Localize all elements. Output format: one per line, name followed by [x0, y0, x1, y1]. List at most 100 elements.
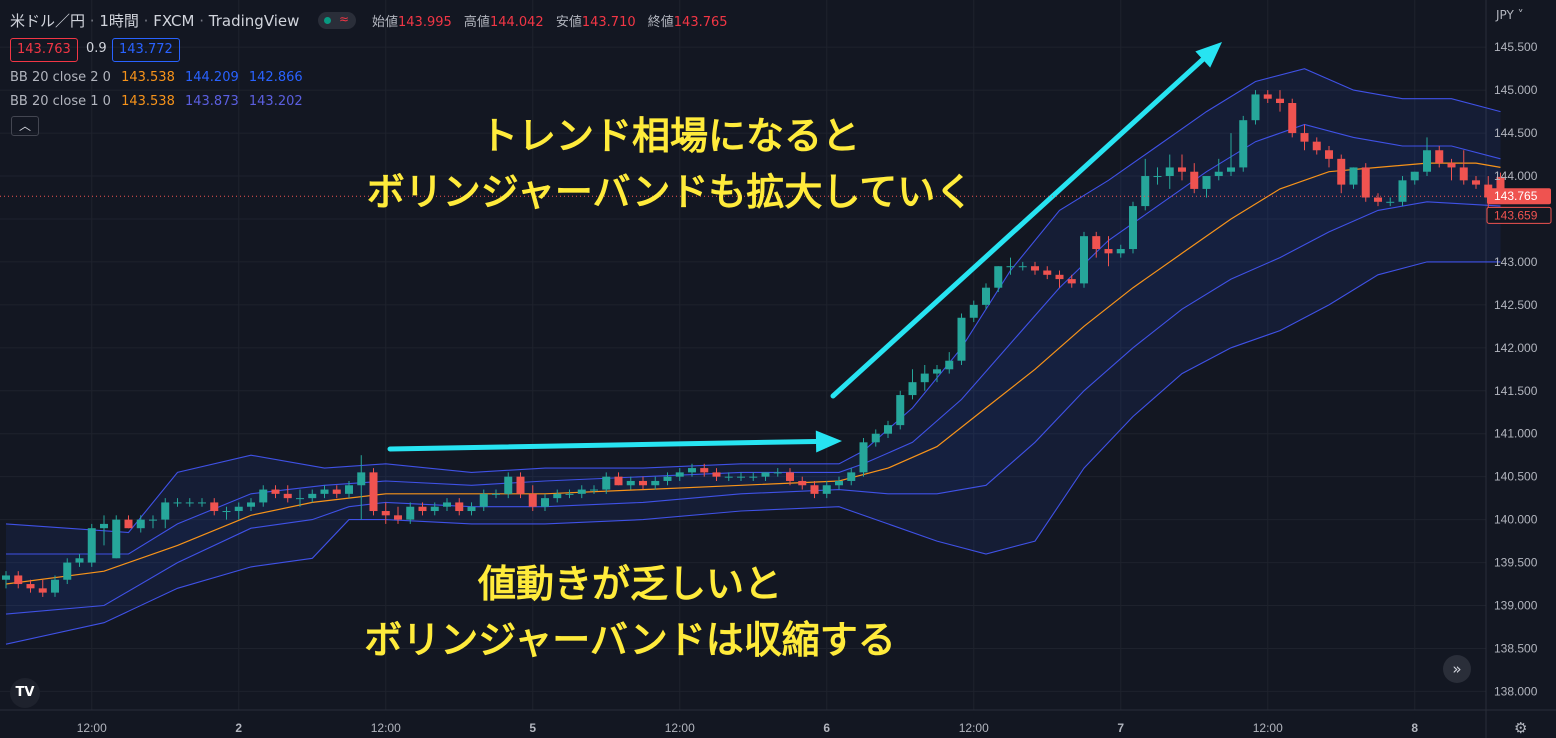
- indicator-legend-bb1[interactable]: BB 20 close 1 0 143.538 143.873 143.202: [10, 94, 309, 109]
- candle-body: [1361, 167, 1370, 198]
- candle-body: [994, 266, 1003, 288]
- price-tick-label: 145.000: [1494, 83, 1538, 97]
- candle-body: [737, 476, 745, 478]
- candle-body: [1312, 141, 1321, 151]
- candle-body: [590, 489, 598, 491]
- indicator-legend-bb2[interactable]: BB 20 close 2 0 143.538 144.209 142.866: [10, 70, 309, 85]
- candle-body: [663, 476, 672, 481]
- indicator-label: BB 20 close 1 0: [10, 94, 111, 109]
- candle-body: [381, 511, 390, 516]
- annotation-top: トレンド相場になると ボリンジャーバンドも拡大していく: [350, 108, 990, 220]
- candle-body: [1349, 167, 1358, 185]
- candle-body: [835, 480, 843, 486]
- basis-price-tag: 143.659: [1494, 208, 1538, 222]
- close-value: 143.765: [673, 15, 728, 30]
- bb2-lower-line: [5, 261, 1501, 645]
- settings-gear-icon[interactable]: ⚙: [1514, 719, 1528, 737]
- candle-body: [443, 502, 451, 507]
- interval-label: 1時間: [99, 12, 139, 30]
- candle-body: [577, 489, 586, 494]
- indicator-basis-value: 143.538: [121, 70, 175, 85]
- candle-body: [1141, 176, 1150, 207]
- candle-body: [1031, 266, 1039, 271]
- candle-body: [1129, 206, 1137, 250]
- candle-body: [810, 485, 819, 494]
- market-status-toggle[interactable]: ≈: [318, 12, 356, 29]
- candle-body: [920, 373, 929, 383]
- price-tick-label: 144.000: [1494, 169, 1538, 183]
- candle-body: [1276, 98, 1284, 104]
- candle-body: [1496, 176, 1505, 197]
- candle-body: [1153, 176, 1162, 178]
- candle-body: [124, 519, 133, 529]
- candle-body: [541, 498, 549, 507]
- time-tick-label: 12:00: [665, 721, 695, 735]
- candle-body: [222, 511, 231, 513]
- indicator-upper-value: 143.873: [184, 94, 239, 109]
- candle-body: [185, 502, 194, 504]
- time-tick-label: 12:00: [371, 721, 401, 735]
- low-label: 安値: [555, 15, 582, 30]
- currency-selector[interactable]: JPY ˅: [1496, 8, 1524, 22]
- time-tick-label: 12:00: [959, 721, 989, 735]
- time-tick-label: 6: [823, 721, 830, 735]
- candle-body: [614, 476, 623, 486]
- candle-body: [871, 433, 880, 443]
- price-tick-label: 140.500: [1494, 470, 1538, 484]
- annotation-top-line1: トレンド相場になると: [479, 114, 860, 158]
- tradingview-logo-icon[interactable]: TV: [10, 678, 40, 708]
- sell-price-button[interactable]: 143.763: [10, 38, 78, 62]
- indicator-lower-value: 143.202: [248, 94, 303, 109]
- price-tick-label: 138.500: [1494, 641, 1538, 655]
- candle-body: [761, 472, 770, 477]
- candle-body: [63, 562, 72, 580]
- time-tick-label: 2: [235, 721, 242, 735]
- last-price-tag-box: [1487, 188, 1551, 205]
- bb2-band-fill: [6, 68, 1501, 645]
- candle-body: [455, 502, 464, 512]
- candle-body: [1459, 167, 1468, 181]
- trend-arrow-head: [1195, 42, 1222, 68]
- price-tick-label: 140.000: [1494, 513, 1538, 527]
- candle-body: [369, 472, 378, 512]
- bb1-band-fill: [6, 124, 1501, 615]
- close-label: 終値: [647, 15, 674, 30]
- candle-body: [1300, 133, 1309, 142]
- candle-body: [896, 395, 905, 426]
- candle-body: [1435, 150, 1444, 164]
- double-chevron-right-icon: »: [1452, 660, 1462, 678]
- candle-body: [773, 472, 782, 474]
- candle-body: [38, 588, 47, 593]
- candle-body: [516, 476, 525, 494]
- source-label: TradingView: [208, 12, 300, 30]
- candle-body: [1263, 94, 1272, 99]
- candle-body: [651, 480, 660, 486]
- candle-body: [565, 493, 574, 495]
- candle-body: [1214, 171, 1223, 177]
- scroll-to-realtime-button[interactable]: »: [1443, 655, 1471, 683]
- symbol-header[interactable]: 米ドル／円 · 1時間 · FXCM · TradingView: [10, 12, 300, 30]
- bb1-lower-line: [5, 201, 1501, 615]
- exchange-label: FXCM: [153, 12, 195, 30]
- candle-body: [1092, 236, 1101, 250]
- candle-body: [1202, 176, 1211, 189]
- candle-body: [1472, 180, 1480, 185]
- candle-body: [198, 502, 206, 504]
- spread-value: 0.9: [86, 41, 107, 56]
- candle-body: [700, 468, 709, 473]
- candle-body: [1055, 274, 1064, 280]
- candle-body: [320, 489, 329, 494]
- candle-body: [1043, 270, 1052, 275]
- buy-price-button[interactable]: 143.772: [112, 38, 180, 62]
- candle-body: [969, 304, 978, 318]
- candle-body: [271, 489, 280, 494]
- annotation-bottom: 値動きが乏しいと ボリンジャーバンドは収縮する: [330, 556, 930, 668]
- price-tick-label: 143.000: [1494, 255, 1538, 269]
- candle-body: [2, 575, 10, 580]
- collapse-legend-button[interactable]: ︿: [11, 116, 39, 136]
- candle-body: [798, 480, 807, 486]
- candle-body: [1251, 94, 1260, 121]
- candle-body: [1239, 120, 1248, 168]
